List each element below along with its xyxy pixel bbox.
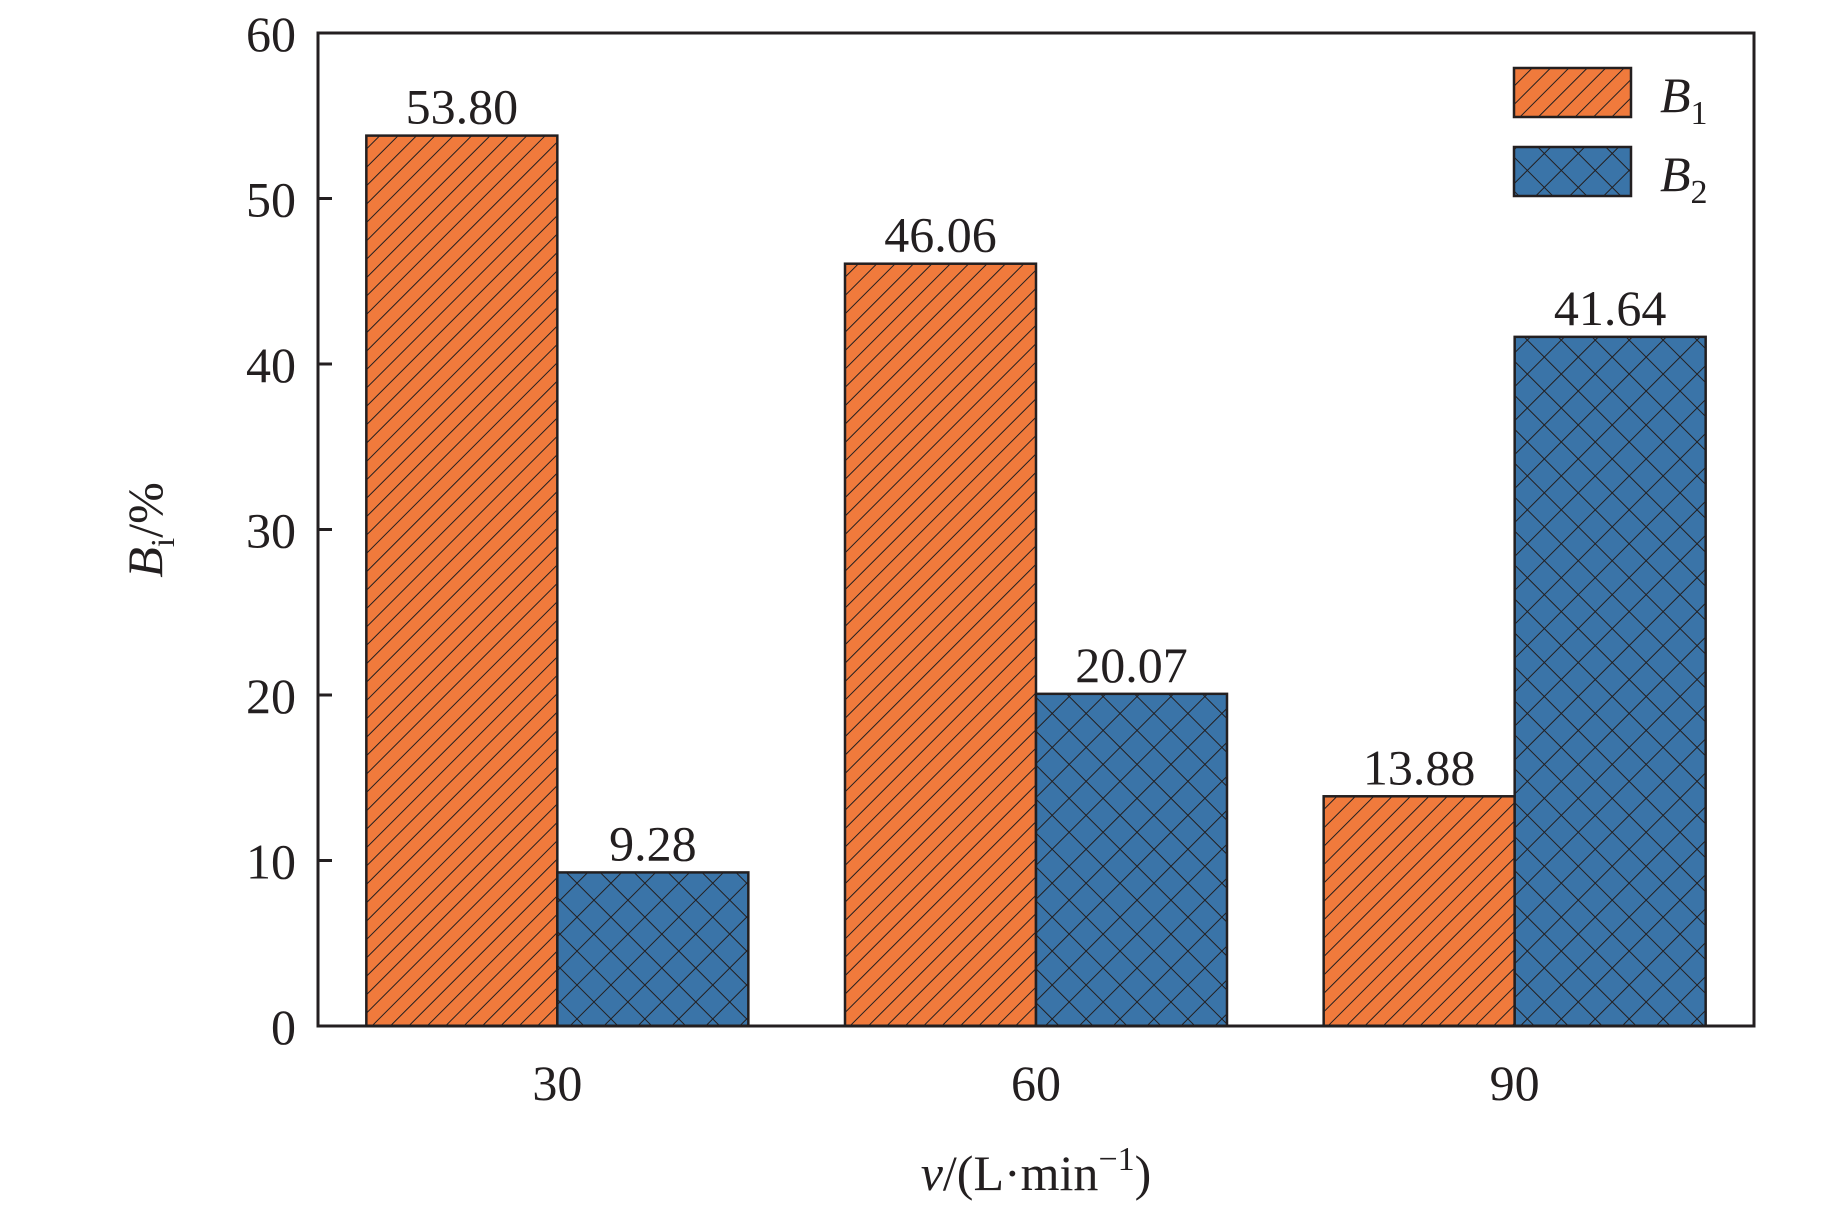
y-tick-label-30: 30 [246,503,296,559]
y-tick-label-40: 40 [246,337,296,393]
legend-swatch-b1 [1512,66,1633,119]
x-tick-label-90: 90 [1490,1055,1540,1111]
bar-b1-90 [1322,795,1516,1028]
x-tick-label-60: 60 [1011,1055,1061,1111]
y-axis: 0 10 20 30 40 50 60 [246,6,332,1055]
value-label-b2-90: 41.64 [1554,280,1667,336]
bar-b1-60 [843,262,1038,1028]
x-axis-label: v/(L·min−1) [921,1141,1152,1201]
y-tick-label-20: 20 [246,668,296,724]
bar-b1-30 [365,134,559,1028]
bar-b2-90 [1513,335,1707,1028]
y-axis-label: Bi/% [117,482,182,578]
legend: B1 B2 [1512,66,1708,211]
y-tick-label-10: 10 [246,834,296,890]
value-label-b2-30: 9.28 [609,815,697,871]
y-tick-label-50: 50 [246,172,296,228]
bars-group [365,134,1707,1028]
legend-label-b1: B1 [1660,67,1708,132]
x-tick-label-30: 30 [532,1055,582,1111]
value-label-b1-60: 46.06 [884,207,997,263]
value-label-b1-30: 53.80 [406,79,519,135]
bar-b2-60 [1034,692,1229,1028]
value-labels-group: 53.80 9.28 46.06 20.07 13.88 41.64 [406,79,1667,872]
legend-label-b2: B2 [1660,146,1708,211]
value-label-b2-60: 20.07 [1075,637,1188,693]
x-axis: 30 60 90 [532,1055,1539,1111]
bar-b2-30 [556,871,750,1028]
legend-swatch-b2 [1512,145,1633,198]
value-label-b1-90: 13.88 [1363,739,1476,795]
y-tick-label-60: 60 [246,6,296,62]
y-tick-label-0: 0 [271,999,296,1055]
